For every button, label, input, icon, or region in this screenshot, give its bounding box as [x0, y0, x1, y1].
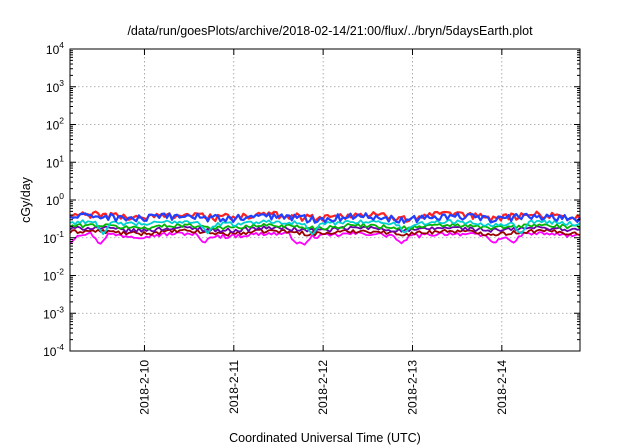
- axis-ticks: [70, 48, 580, 352]
- x-tick-label: 2018-2-13: [405, 360, 419, 415]
- y-axis-label: cGy/day: [19, 176, 33, 223]
- x-tick-label: 2018-2-11: [227, 360, 241, 414]
- y-tick-label: 103: [46, 78, 64, 95]
- series-line-4: [69, 222, 581, 231]
- x-tick-label: 2018-2-14: [495, 360, 509, 415]
- y-tick-label: 10-2: [43, 267, 64, 284]
- y-tick-labels: 10-4 10-3 10-2 10-1 100 101 102 103 104: [43, 40, 64, 359]
- x-tick-label: 2018-2-12: [316, 360, 330, 415]
- y-tick-label: 10-4: [43, 342, 64, 359]
- y-tick-label: 100: [46, 191, 64, 208]
- x-tick-labels: 2018-2-10 2018-2-11 2018-2-12 2018-2-13 2018…: [137, 360, 508, 415]
- x-axis-label: Coordinated Universal Time (UTC): [229, 431, 421, 445]
- series-line-5: [69, 218, 581, 236]
- y-tick-label: 101: [46, 153, 64, 170]
- series-line-2: [69, 228, 581, 237]
- series-line-7: [69, 212, 581, 224]
- data-series: [69, 210, 581, 246]
- x-tick-label: 2018-2-10: [137, 360, 151, 415]
- y-tick-label: 104: [46, 40, 64, 57]
- y-tick-label: 10-3: [43, 304, 64, 321]
- y-tick-label: 102: [46, 116, 64, 133]
- y-tick-label: 10-1: [43, 229, 64, 246]
- chart-title: /data/run/goesPlots/archive/2018-02-14/2…: [127, 24, 533, 38]
